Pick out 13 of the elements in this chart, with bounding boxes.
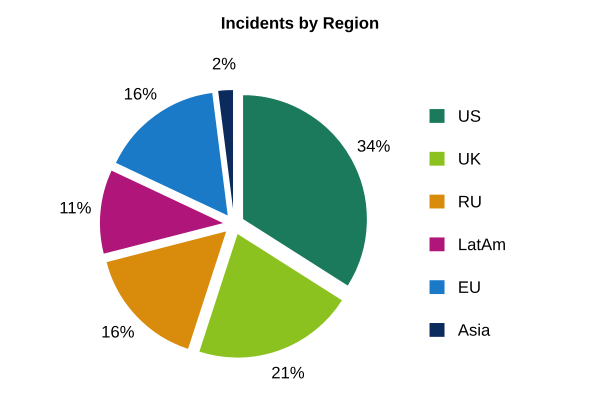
data-label: 16% (124, 88, 156, 100)
data-label: 21% (272, 366, 304, 378)
legend-label: US (459, 110, 480, 122)
data-label: 11% (60, 202, 91, 214)
legend-label: UK (459, 153, 481, 165)
legend-label: LatAm (459, 238, 505, 250)
legend-label: EU (459, 281, 480, 294)
chart-title: Incidents by Region (222, 16, 378, 32)
legend-label: RU (459, 196, 481, 208)
data-label: 16% (102, 326, 134, 338)
data-label: 34% (358, 140, 390, 152)
data-label: 2% (212, 58, 236, 70)
legend-label: Asia (458, 324, 490, 336)
